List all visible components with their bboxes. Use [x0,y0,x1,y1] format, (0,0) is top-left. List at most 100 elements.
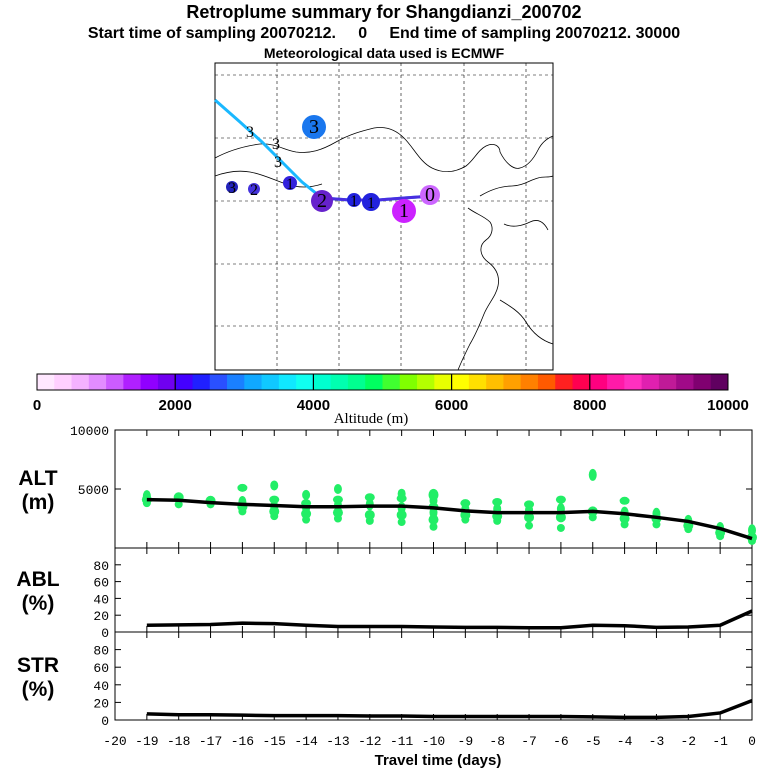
y-tick-label: 0 [101,626,109,641]
colorbar-tick-label: 4000 [297,397,330,414]
colorbar-swatch [209,374,228,390]
map-marker-circle [283,176,297,190]
map-gridlines [215,63,553,370]
colorbar-swatch [365,374,383,390]
colorbar-swatch [88,374,107,390]
particle-point [174,500,183,509]
coastline-central [214,170,323,188]
coastline-border-east [499,135,554,169]
colorbar-swatch [175,374,193,390]
colorbar-tick-label: 6000 [435,397,468,414]
panel-str: 0 20 40 60 80 STR(%) [17,631,753,729]
x-tick-label: -1 [712,734,728,749]
colorbar-swatch [106,374,124,390]
meteorological-data-note: Meteorological data used is ECMWF [263,45,505,61]
map-marker-label: 2 [317,190,327,212]
coastline-south [499,299,554,345]
map-marker-label: 1 [367,195,375,212]
colorbar-swatch [157,374,176,390]
particle-point [237,483,248,492]
particle-point [428,488,439,501]
colorbar-swatch [192,374,211,390]
map-marker-label: 3 [274,154,282,171]
colorbar-swatch [140,374,159,390]
x-axis-label: Travel time (days) [375,752,502,768]
series-line-abl [146,609,753,630]
colorbar-tick-label: 10000 [707,397,749,414]
panel-ylabel: STR [17,654,59,677]
colorbar-swatch [261,374,280,390]
y-tick-label: 60 [93,661,109,676]
particle-point [492,497,503,506]
y-tick-label: 80 [93,644,109,659]
x-tick-label: -5 [585,734,601,749]
particle-point [555,512,566,523]
colorbar-swatch [244,374,263,390]
colorbar-tick-label: 8000 [573,397,606,414]
chart-title: Retroplume summary for Shangdianzi_20070… [186,2,582,22]
colorbar-swatch [54,374,73,390]
y-tick-label: 40 [93,679,109,694]
particle-point [364,493,375,502]
colorbar-swatch [607,374,625,390]
colorbar-swatch [330,374,349,390]
x-tick-label: -17 [199,734,222,749]
particle-point [269,495,280,504]
panel-ylabel-units: (m) [22,491,55,514]
panel-alt: 5000 10000 ALT(m) [18,424,757,549]
map-marker-label: 1 [399,200,409,222]
colorbar-swatch [347,374,366,390]
panel-frame [114,631,753,721]
colorbar-swatch [434,374,453,390]
map-marker-label: 0 [425,184,435,206]
particle-point [333,484,342,494]
colorbar-swatch [278,374,297,390]
map-marker-circle [311,190,333,212]
y-tick-label: 60 [93,576,109,591]
x-tick-label: -2 [680,734,696,749]
colorbar-swatch [520,374,539,390]
colorbar-swatch [123,374,142,390]
colorbar-swatch [624,374,643,390]
colorbar-axis-label: Altitude (m) [334,411,409,427]
x-tick-label: -8 [489,734,505,749]
y-tick-label: 5000 [78,483,109,498]
x-tick-label: -19 [135,734,158,749]
map-marker-circle [347,193,361,207]
map-marker-label: 3 [228,180,236,197]
colorbar-swatch [417,374,435,390]
colorbar-swatch [37,374,55,390]
map-marker-label: 2 [250,182,258,199]
map-marker-circle [226,181,238,193]
coastline-peninsula [503,220,549,231]
y-tick-label: 40 [93,592,109,607]
colorbar-swatch [296,374,314,390]
colorbar-swatch [503,374,522,390]
x-tick-label: -11 [390,734,414,749]
x-tick-label: -9 [458,734,474,749]
map-marker-circle [302,115,326,139]
altitude-colorbar: 0 2000 4000 6000 8000 10000 [33,373,749,414]
colorbar-tick-label: 0 [33,397,41,414]
coastline-bay [457,207,499,371]
coastline-north [214,127,501,172]
particle-point [429,522,438,531]
colorbar-frame [36,373,729,391]
map-marker-circle [392,199,416,223]
map-coastlines [214,127,554,371]
particle-point [555,495,566,504]
particle-point [556,523,565,532]
colorbar-swatch [658,374,677,390]
x-tick-label: -14 [294,734,318,749]
y-tick-label: 0 [101,714,109,729]
colorbar-swatch [641,374,660,390]
y-tick-label: 20 [93,609,109,624]
series-line-alt [146,497,753,541]
y-tick-label: 20 [93,696,109,711]
colorbar-swatch [227,374,245,390]
map-marker-circle [248,183,260,195]
panel-ylabel: ALT [18,467,57,490]
colorbar-swatch [693,374,712,390]
